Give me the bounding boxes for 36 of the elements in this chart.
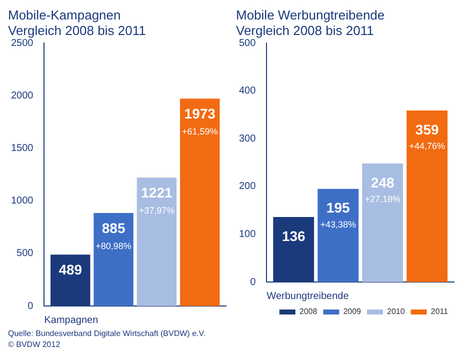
y-tick-label: 300 <box>238 133 256 144</box>
x-axis-title: Kampagnen <box>44 314 98 326</box>
y-tick-label: 100 <box>238 228 256 240</box>
bar <box>406 110 448 282</box>
y-tick-label: 0 <box>28 300 34 312</box>
bar <box>318 188 359 282</box>
bar <box>180 98 220 306</box>
y-tick-label: 1000 <box>10 196 34 207</box>
legend-label: 2010 <box>387 307 406 316</box>
bar <box>94 212 134 306</box>
data-label: 136 <box>282 228 306 244</box>
data-label: 885 +80,98% <box>96 220 132 251</box>
y-tick-label: 400 <box>238 86 256 97</box>
data-label: 248 +27,18% <box>364 174 400 204</box>
data-label: 359 +44,76% <box>409 121 445 152</box>
chart-title: Mobile Werbungtreibende Vergleich 2008 bis 2011 <box>236 7 385 38</box>
x-axis-title: Werbungtreibende <box>266 290 350 302</box>
legend-label: 2009 <box>343 307 362 316</box>
data-label: 1973 +61,59% <box>182 106 218 137</box>
y-tick-label: 2500 <box>10 38 34 49</box>
y-tick-label: 500 <box>238 38 256 49</box>
y-tick-label: 200 <box>238 181 256 192</box>
y-tick-label: 0 <box>250 276 256 288</box>
data-label: 489 <box>58 262 82 278</box>
chart-title: Mobile-Kampagnen Vergleich 2008 bis 2011 <box>8 7 146 38</box>
legend-label: 2011 <box>430 307 449 316</box>
text: © BVDW 2012 <box>8 339 62 350</box>
data-label: 195 +43,38% <box>320 200 356 230</box>
legend-label: 2008 <box>299 307 318 316</box>
y-tick-label: 1500 <box>10 143 34 154</box>
data-label: 1221 +37,97% <box>138 184 175 216</box>
bar <box>136 178 177 306</box>
y-tick-label: 2000 <box>10 90 34 102</box>
bar <box>362 164 404 282</box>
y-tick-label: 500 <box>16 248 34 260</box>
source-note: Quelle: Bundesverband Digitale Wirtschaft (BVDW) e.V. <box>8 328 207 339</box>
